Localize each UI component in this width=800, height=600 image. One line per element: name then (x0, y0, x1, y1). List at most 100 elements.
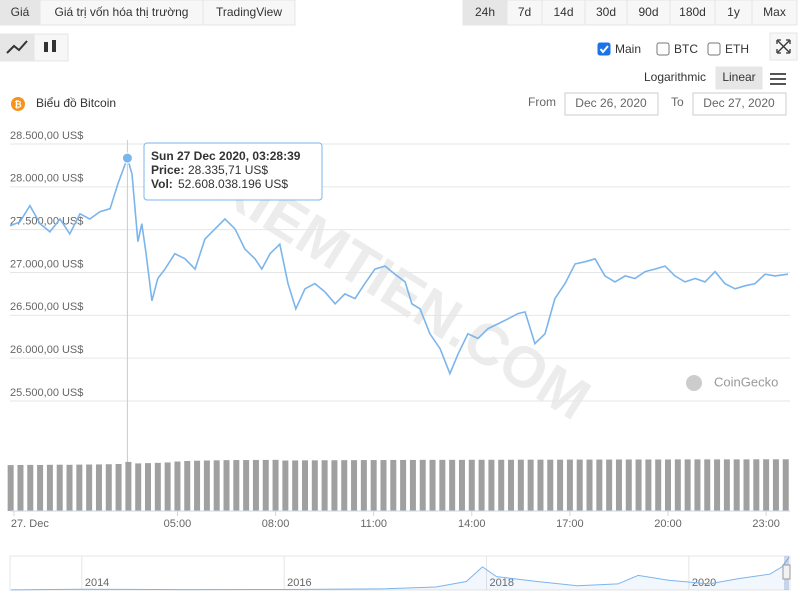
volume-bar (488, 459, 495, 511)
range-button[interactable] (669, 0, 716, 26)
volume-bar (370, 460, 377, 511)
volume-bar (76, 464, 83, 511)
volume-bar (419, 459, 426, 511)
candle-icon (44, 42, 48, 52)
volume-bar (596, 459, 603, 511)
range-button[interactable] (506, 0, 543, 26)
volume-bar (517, 459, 524, 511)
volume-bar (105, 464, 112, 511)
volume-bar (439, 459, 446, 511)
volume-bar (645, 459, 652, 511)
navigator-tick-label: 2020 (692, 577, 716, 589)
tab[interactable] (202, 0, 296, 26)
volume-bar (468, 459, 475, 511)
volume-bar (282, 460, 289, 511)
volume-bar (566, 459, 573, 511)
bitcoin-icon (11, 97, 25, 111)
volume-bar (772, 459, 779, 511)
checkbox-label: Main (615, 42, 641, 56)
volume-bar (194, 460, 201, 511)
tab-label: TradingView (216, 5, 282, 19)
volume-bar (743, 459, 750, 511)
y-tick-label: 26.000,00 US$ (10, 344, 83, 356)
volume-bar (763, 459, 770, 511)
x-tick-label: 08:00 (262, 518, 290, 530)
volume-bar (7, 465, 14, 511)
volume-bar (615, 459, 622, 511)
checkbox[interactable] (707, 42, 721, 56)
y-tick-label: 26.500,00 US$ (10, 301, 83, 313)
hover-point (121, 152, 133, 164)
volume-bar (351, 460, 358, 511)
volume-bar (527, 459, 534, 511)
candle-icon (52, 40, 56, 52)
volume-bar (380, 460, 387, 511)
checkbox-label: ETH (725, 42, 749, 56)
volume-bar (625, 459, 632, 511)
y-tick-label: 28.500,00 US$ (10, 130, 83, 142)
volume-bar (635, 459, 642, 511)
navigator-tick-label: 2016 (287, 577, 311, 589)
to-label: To (671, 95, 684, 109)
volume-bar (557, 459, 564, 511)
x-tick-label: 14:00 (458, 518, 486, 530)
from-label: From (528, 95, 556, 109)
volume-bar (252, 459, 259, 511)
volume-bar (684, 459, 691, 511)
volume-bar (537, 459, 544, 511)
range-label: 90d (638, 5, 658, 19)
from-input[interactable] (564, 92, 659, 116)
volume-bar (301, 460, 308, 511)
tab[interactable] (39, 0, 204, 26)
range-button[interactable] (751, 0, 798, 26)
y-tick-label: 27.500,00 US$ (10, 216, 83, 228)
range-button[interactable] (462, 0, 508, 26)
scale-button[interactable]: Logarithmic (644, 70, 706, 84)
to-input[interactable] (692, 92, 787, 116)
volume-bar (576, 459, 583, 511)
volume-bar (390, 459, 397, 511)
from-value: Dec 26, 2020 (575, 96, 647, 110)
tooltip-vol-label: Vol: (151, 177, 173, 191)
menu-bar (770, 83, 786, 85)
checkbox[interactable] (597, 42, 611, 56)
volume-bar (233, 460, 240, 511)
volume-bar (46, 464, 53, 511)
x-tick-label: 05:00 (164, 518, 192, 530)
tab[interactable] (0, 0, 41, 26)
credit-logo (686, 375, 702, 391)
tooltip (143, 142, 323, 201)
x-tick-label: 27. Dec (11, 518, 49, 530)
menu-icon[interactable] (770, 73, 786, 85)
volume-bar (223, 460, 230, 511)
tooltip-price-label: Price: (151, 163, 184, 177)
volume-bar (458, 459, 465, 511)
range-label: 30d (596, 5, 616, 19)
range-label: 24h (475, 5, 495, 19)
range-label: 1y (727, 5, 740, 19)
scale-button-bg[interactable] (715, 66, 763, 90)
volume-bar (665, 459, 672, 511)
scale-button[interactable]: Linear (722, 70, 755, 84)
volume-bar (449, 459, 456, 511)
volume-bar (547, 459, 554, 511)
volume-bar (606, 459, 613, 511)
range-label: 7d (518, 5, 531, 19)
bitcoin-glyph: ₿ (14, 99, 21, 109)
volume-bar (723, 459, 730, 511)
navigator-frame (9, 555, 791, 591)
volume-bar (714, 459, 721, 511)
navigator-handle[interactable] (782, 564, 791, 580)
volume-bar (360, 460, 367, 511)
y-tick-label: 25.500,00 US$ (10, 387, 83, 399)
checkbox[interactable] (656, 42, 670, 56)
volume-bar (272, 459, 279, 511)
tab-label: Giá (11, 5, 30, 19)
fullscreen-icon (776, 39, 791, 54)
range-button[interactable] (714, 0, 753, 26)
volume-bar (311, 460, 318, 511)
candle-mode-button[interactable] (33, 33, 69, 62)
y-tick-label: 28.000,00 US$ (10, 173, 83, 185)
volume-bar (213, 460, 220, 511)
